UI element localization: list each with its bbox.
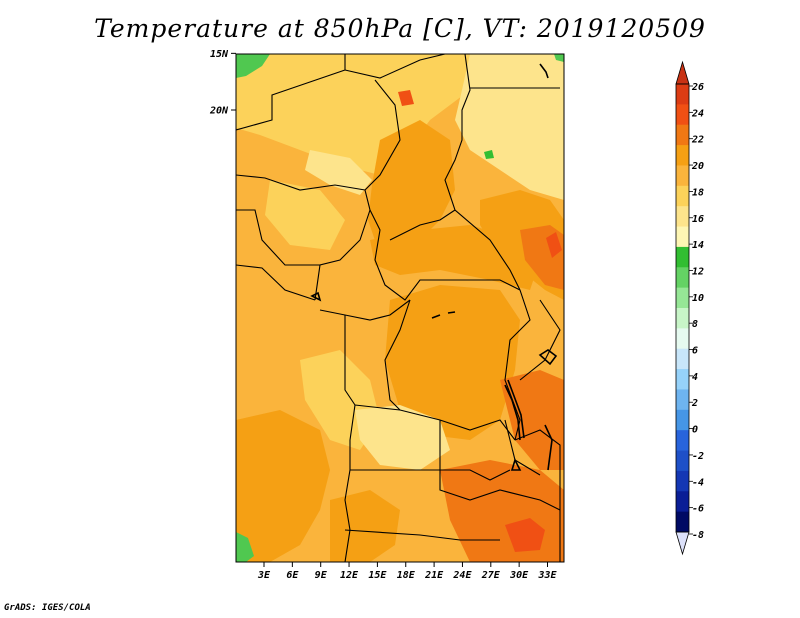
field-light-sahara [236, 54, 470, 175]
colorbar-swatch [676, 511, 689, 533]
field-green-ne [554, 54, 564, 62]
lon-label: 12E [340, 570, 359, 581]
field-green-nw [236, 54, 270, 78]
colorbar-swatch [676, 84, 689, 105]
colorbar-label: 26 [691, 82, 704, 93]
country-borders [236, 54, 561, 562]
colorbar-swatch [676, 389, 689, 411]
colorbar-label: 24 [691, 108, 704, 119]
colorbar-label: 10 [692, 293, 704, 304]
colorbar-label: 14 [692, 240, 704, 251]
lon-label: 18E [397, 570, 416, 581]
colorbar-swatch [676, 185, 689, 207]
colorbar-label: -8 [692, 530, 704, 541]
colorbar-swatch [676, 491, 689, 513]
colorbar-label: 6 [692, 346, 698, 357]
field-hot-ethiopia [546, 232, 562, 258]
colorbar-bottom-arrow [675, 531, 690, 556]
colorbar-swatch [676, 470, 689, 492]
colorbar-swatch [676, 369, 689, 390]
colorbar-swatch [676, 226, 689, 248]
lon-label: 33E [537, 570, 557, 581]
colorbar-swatch [676, 409, 689, 431]
colorbar-label: 12 [692, 266, 704, 277]
colorbar-label: 2 [691, 398, 698, 409]
lon-label: 15E [368, 570, 387, 581]
colorbar-label: 0 [692, 425, 698, 436]
colorbar-label: -2 [692, 451, 704, 462]
latitude-axis: 20N15N10N5NEQ5S10S15S [209, 0, 236, 117]
lon-label: 9E [315, 570, 328, 581]
lon-label: 21E [424, 570, 444, 581]
field-hot-sudan [398, 90, 414, 106]
colorbar-swatch [676, 348, 689, 370]
colorbar-swatch [676, 206, 689, 227]
field-lighter-sudan [305, 150, 372, 195]
field-darker-east [500, 370, 564, 470]
colorbar-swatch [676, 450, 689, 472]
credit-label: GrADS: IGES/COLA [4, 603, 91, 613]
colorbar-label: -6 [692, 504, 704, 515]
field-hot-mozambique [505, 518, 545, 552]
chart-title: Temperature at 850hPa [C], VT: 201912050… [94, 14, 706, 43]
lon-label: 6E [286, 570, 299, 581]
colorbar-label: 18 [692, 187, 704, 198]
colorbar-swatch [676, 165, 689, 187]
field-lighter-zambia [355, 405, 450, 470]
lon-label: 3E [257, 570, 271, 581]
lat-label: 10N [210, 0, 229, 3]
field-dark-congo [385, 285, 520, 440]
field-dark-westcoast [236, 410, 330, 562]
lon-label: 30E [509, 570, 529, 581]
colorbar-label: 22 [691, 135, 704, 146]
lakes-and-coast [310, 63, 558, 471]
colorbar-frame [675, 83, 690, 533]
colorbar-swatch [676, 145, 689, 166]
lat-label: 20N [209, 106, 229, 117]
colorbar-swatch [676, 246, 689, 268]
lon-label: 24E [452, 570, 472, 581]
map-frame [235, 53, 565, 563]
colorbar-label: 4 [692, 372, 698, 383]
colorbar-label: -4 [692, 477, 704, 488]
colorbar-swatch [676, 328, 689, 350]
colorbar-swatch [676, 267, 689, 289]
colorbar-label: 20 [691, 161, 704, 172]
colorbar-top-arrow [675, 60, 690, 85]
longitude-axis: 3E 6E 9E 12E 15E 18E 21E 24E 27E 30E 33E [257, 562, 558, 581]
lat-label: 15N [210, 49, 229, 60]
colorbar-swatch [676, 124, 689, 146]
field-lighter-north [455, 54, 564, 200]
colorbar-swatch [676, 104, 689, 126]
field-light-nigeria [265, 180, 345, 250]
field-green-spot [484, 150, 494, 159]
colorbar-label: 8 [692, 319, 698, 330]
colorbar-swatch [676, 308, 689, 329]
colorbar-swatch [676, 430, 689, 451]
colorbar-label: 16 [692, 214, 704, 225]
colorbar-swatch [676, 287, 689, 309]
lon-label: 27E [481, 570, 501, 581]
field-green-sw [236, 532, 254, 562]
